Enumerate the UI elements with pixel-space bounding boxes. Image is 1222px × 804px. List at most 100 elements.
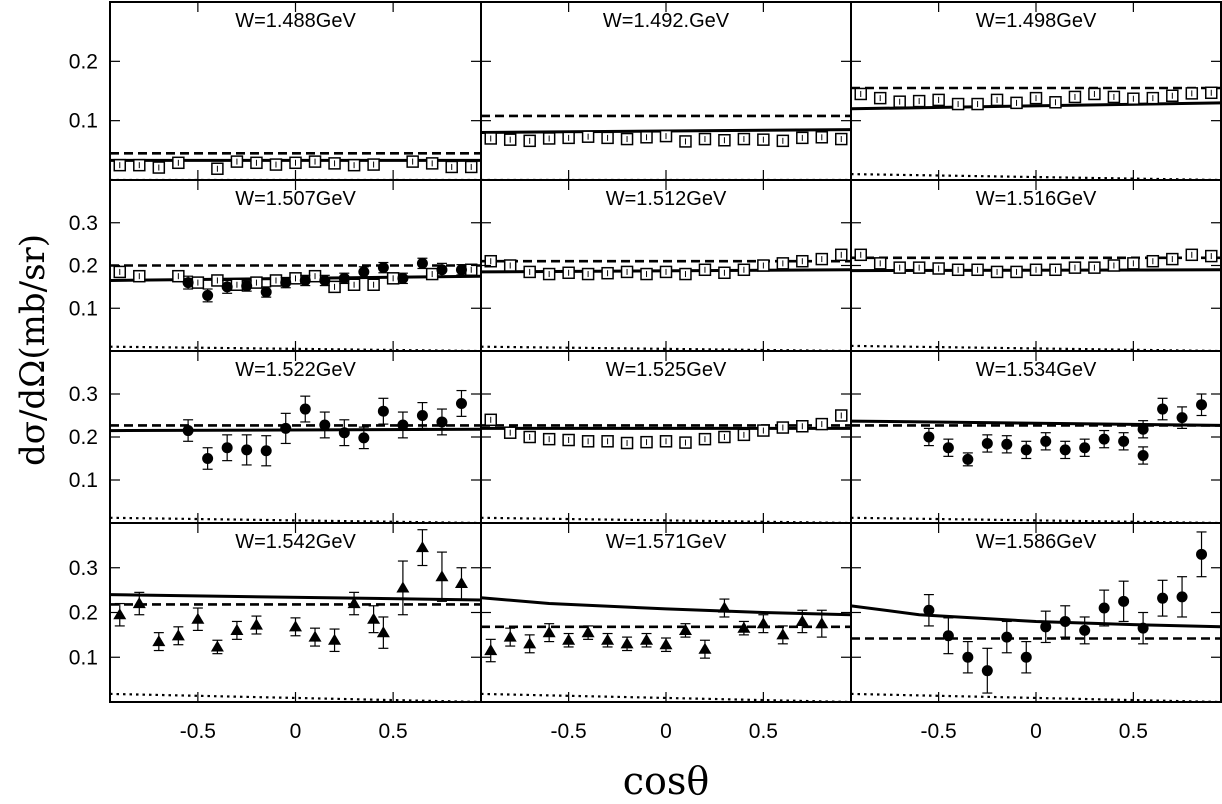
- data-point: [1020, 640, 1032, 674]
- data-point: [601, 266, 614, 280]
- data-point: [581, 435, 595, 448]
- data-point: [620, 132, 634, 146]
- data-point: [250, 156, 263, 170]
- filled-triangle-marker: [601, 633, 615, 645]
- filled-triangle-marker: [191, 612, 205, 624]
- data-point: [289, 272, 302, 285]
- data-point: [835, 248, 848, 262]
- solid-curve: [110, 427, 481, 433]
- data-point: [640, 632, 654, 648]
- filled-circle-marker: [1118, 435, 1130, 447]
- panel-plot-area: [851, 86, 1221, 180]
- data-point: [172, 156, 185, 170]
- filled-circle-marker: [299, 403, 311, 415]
- data-point: [659, 265, 673, 279]
- data-point: [484, 254, 497, 268]
- data-point: [1137, 611, 1149, 645]
- data-point: [1001, 620, 1013, 654]
- data-point: [562, 266, 575, 280]
- panel-title: W=1.492.GeV: [603, 10, 730, 32]
- solid-curve: [110, 593, 481, 602]
- panel-7: W=1.522GeV 0.1 0.2 0.3: [69, 350, 482, 524]
- data-point: [436, 262, 448, 277]
- data-point: [1068, 261, 1082, 274]
- data-point: [932, 93, 945, 107]
- filled-circle-marker: [338, 272, 350, 284]
- filled-circle-marker: [962, 453, 974, 465]
- data-point: [1098, 429, 1110, 449]
- filled-circle-marker: [1020, 444, 1032, 456]
- data-point: [1146, 91, 1160, 105]
- data-point: [523, 430, 536, 444]
- data-point: [202, 447, 214, 470]
- panel-title: W=1.512GeV: [606, 188, 727, 210]
- data-point: [718, 266, 731, 280]
- filled-circle-marker: [280, 422, 292, 434]
- data-point: [191, 607, 205, 632]
- data-point: [289, 617, 302, 637]
- panel-title: W=1.586GeV: [976, 531, 1097, 553]
- filled-circle-marker: [182, 425, 194, 437]
- panel-plot-area: [481, 248, 851, 351]
- data-point: [445, 160, 458, 174]
- data-point: [1107, 259, 1121, 272]
- filled-circle-marker: [1157, 403, 1169, 415]
- data-point: [1185, 248, 1199, 262]
- filled-circle-marker: [1098, 433, 1110, 445]
- data-point: [1118, 580, 1130, 623]
- filled-circle-marker: [1040, 435, 1052, 447]
- filled-circle-marker: [377, 405, 389, 417]
- data-point: [795, 609, 809, 634]
- filled-circle-marker: [377, 262, 389, 274]
- data-point: [191, 276, 205, 289]
- data-point: [990, 93, 1004, 107]
- filled-triangle-marker: [523, 637, 537, 649]
- data-point: [601, 131, 614, 145]
- y-tick-label: 0.1: [69, 297, 98, 320]
- filled-circle-marker: [299, 274, 311, 286]
- data-point: [503, 426, 517, 439]
- filled-triangle-marker: [776, 628, 790, 640]
- data-point: [562, 131, 575, 145]
- filled-circle-marker: [981, 437, 993, 449]
- data-point: [873, 91, 887, 105]
- data-point: [893, 95, 906, 108]
- filled-triangle-marker: [542, 626, 556, 638]
- data-point: [328, 628, 342, 653]
- data-point: [397, 411, 409, 439]
- data-point: [942, 617, 954, 655]
- data-point: [1029, 91, 1043, 105]
- data-point: [133, 269, 146, 283]
- filled-triangle-marker: [454, 576, 468, 588]
- data-point: [1166, 252, 1179, 266]
- filled-circle-marker: [962, 651, 974, 663]
- panel-plot-area: [110, 529, 481, 702]
- data-point: [1196, 393, 1208, 417]
- data-point: [796, 131, 809, 145]
- data-point: [347, 591, 361, 616]
- data-point: [171, 626, 185, 646]
- data-point: [1166, 89, 1179, 102]
- data-point: [1001, 435, 1013, 454]
- panel-1: W=1.488GeV 0.1 0.2: [69, 1, 482, 181]
- data-point: [1049, 96, 1062, 109]
- filled-circle-marker: [436, 416, 448, 428]
- filled-triangle-marker: [678, 623, 692, 635]
- data-point: [358, 426, 370, 450]
- data-point: [250, 276, 263, 289]
- data-point: [319, 274, 331, 287]
- data-point: [152, 161, 166, 174]
- data-point: [1205, 249, 1218, 263]
- y-tick-label: 0.1: [69, 110, 98, 133]
- filled-circle-marker: [416, 257, 428, 269]
- data-point: [659, 129, 673, 143]
- panel-plot-area: [481, 596, 851, 702]
- filled-triangle-marker: [503, 630, 517, 642]
- panel-title: W=1.498GeV: [976, 10, 1097, 32]
- data-point: [835, 132, 848, 146]
- data-point: [698, 132, 712, 146]
- data-point: [338, 272, 350, 285]
- filled-circle-marker: [455, 264, 467, 276]
- data-point: [1059, 440, 1071, 460]
- filled-circle-marker: [241, 280, 253, 292]
